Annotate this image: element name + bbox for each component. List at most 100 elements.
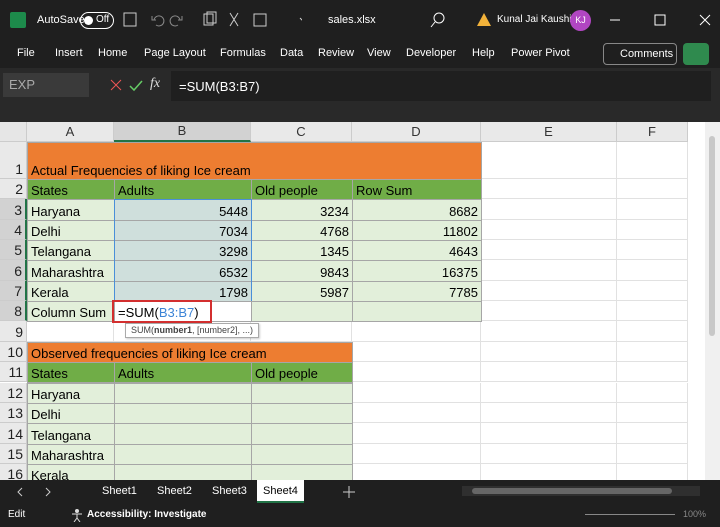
empty-cell[interactable] [481,321,617,342]
empty-cell[interactable] [251,423,353,445]
empty-cell[interactable] [617,280,688,302]
name-box[interactable]: EXP [3,73,89,97]
state-cell[interactable]: Telangana [27,423,115,445]
empty-cell[interactable] [352,402,481,424]
empty-cell[interactable] [617,301,688,322]
column-header[interactable]: E [481,122,617,142]
empty-cell[interactable] [352,341,481,363]
empty-cell[interactable] [352,362,481,383]
row-header[interactable]: 15 [0,443,27,464]
empty-cell[interactable] [481,142,617,179]
horizontal-scrollbar[interactable] [462,486,700,496]
window-controls[interactable] [605,10,715,30]
sheet-tab[interactable]: Sheet2 [157,485,192,497]
empty-cell[interactable] [481,219,617,241]
empty-cell[interactable] [481,260,617,281]
empty-cell[interactable] [617,260,688,281]
table-header[interactable]: States [27,362,115,384]
state-cell[interactable]: Delhi [27,219,115,242]
ribbon-tab[interactable]: Data [280,47,304,59]
empty-cell[interactable] [251,402,353,425]
table-header[interactable]: Old people [251,179,353,201]
row-header[interactable]: 12 [0,382,27,403]
empty-cell[interactable] [481,341,617,363]
number-cell[interactable]: 8682 [352,199,482,221]
number-cell[interactable]: 4643 [352,240,482,262]
table-title[interactable]: Actual Frequencies of liking Ice cream [27,142,482,180]
sheet-nav-arrows[interactable] [12,480,72,503]
row-header[interactable]: 8 [0,301,27,322]
empty-cell[interactable] [352,443,481,464]
number-cell[interactable]: 1345 [251,240,353,262]
ribbon-tab[interactable]: View [367,47,391,59]
empty-cell[interactable] [352,382,481,403]
row-header[interactable]: 4 [0,219,27,241]
empty-cell[interactable] [481,240,617,261]
row-header[interactable]: 1 [0,142,27,179]
accessibility-status[interactable]: Accessibility: Investigate [87,509,207,520]
row-header[interactable]: 7 [0,280,27,302]
empty-cell[interactable] [617,179,688,200]
empty-cell[interactable] [481,362,617,383]
empty-cell[interactable] [617,382,688,403]
state-cell[interactable]: Kerala [27,463,115,480]
empty-cell[interactable] [617,219,688,241]
row-header[interactable]: 14 [0,423,27,444]
state-cell[interactable]: Maharashtra [27,260,115,282]
ribbon-tab[interactable]: Formulas [220,47,266,59]
state-cell[interactable]: Kerala [27,280,115,303]
ribbon-tab[interactable]: Power Pivot [511,47,570,59]
zoom-level[interactable]: 100% [683,509,707,519]
column-header[interactable]: B [114,122,251,142]
empty-cell[interactable] [481,463,617,480]
sheet-tab[interactable]: Sheet4 [257,480,304,503]
row-header[interactable]: 10 [0,341,27,363]
empty-cell[interactable] [114,382,252,404]
row-header[interactable]: 9 [0,321,27,342]
column-header[interactable]: A [27,122,114,142]
empty-cell[interactable] [481,402,617,424]
number-cell[interactable]: 9843 [251,260,353,282]
empty-cell[interactable] [617,423,688,444]
table-header[interactable]: Old people [251,362,353,384]
empty-cell[interactable] [617,142,688,179]
state-cell[interactable]: Maharashtra [27,443,115,465]
empty-cell[interactable] [617,199,688,220]
number-cell[interactable]: 4768 [251,219,353,242]
zoom-slider[interactable] [585,514,675,515]
vertical-scrollbar[interactable] [705,122,720,480]
empty-cell[interactable] [251,463,353,480]
empty-cell[interactable] [27,321,114,342]
ribbon-tab[interactable]: Developer [406,47,457,59]
number-cell[interactable]: 5987 [251,280,353,303]
formula-buttons[interactable] [107,76,147,96]
empty-cell[interactable] [114,423,252,445]
scroll-thumb[interactable] [709,136,715,336]
empty-cell[interactable] [481,179,617,200]
table-header[interactable]: Row Sum [352,179,482,201]
empty-cell[interactable] [114,402,252,425]
table-title[interactable]: Observed frequencies of liking Ice cream [27,341,353,364]
empty-cell[interactable] [617,443,688,464]
empty-cell[interactable] [251,301,353,323]
row-header[interactable]: 5 [0,240,27,261]
empty-cell[interactable] [617,362,688,383]
row-header[interactable]: 13 [0,402,27,424]
empty-cell[interactable] [251,321,352,342]
table-header[interactable]: Adults [114,362,252,384]
row-header[interactable]: 2 [0,179,27,200]
empty-cell[interactable] [481,423,617,444]
comments-button[interactable]: Comments [603,43,677,65]
row-header[interactable]: 16 [0,463,27,480]
ribbon-tab[interactable]: Home [98,47,128,59]
row-header[interactable]: 6 [0,260,27,281]
empty-cell[interactable] [617,321,688,342]
number-cell[interactable]: 1798 [114,280,252,303]
empty-cell[interactable] [114,443,252,465]
empty-cell[interactable] [617,402,688,424]
number-cell[interactable]: 3234 [251,199,353,221]
number-cell[interactable]: 7785 [352,280,482,303]
ribbon-tab[interactable]: Review [318,47,355,59]
formula-input[interactable]: =SUM(B3:B7) [171,71,711,101]
row-header[interactable]: 3 [0,199,27,220]
